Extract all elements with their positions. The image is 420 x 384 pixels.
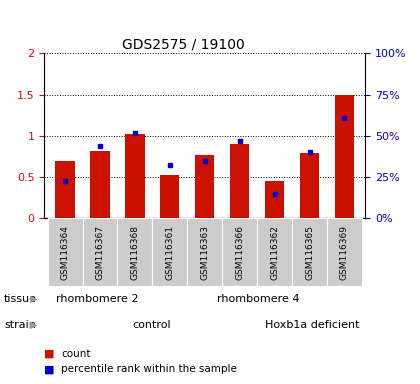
Bar <box>327 218 362 286</box>
Bar <box>160 175 179 218</box>
Text: count: count <box>61 349 90 359</box>
Bar <box>292 218 327 286</box>
Bar <box>55 161 75 218</box>
Text: rhombomere 4: rhombomere 4 <box>217 294 299 304</box>
Text: GSM116362: GSM116362 <box>270 225 279 280</box>
Text: control: control <box>132 320 171 330</box>
Bar <box>335 95 354 218</box>
Bar <box>47 218 82 286</box>
Bar <box>195 155 214 218</box>
Text: tissue: tissue <box>4 294 37 304</box>
Bar <box>222 218 257 286</box>
Text: percentile rank within the sample: percentile rank within the sample <box>61 364 237 374</box>
Text: GSM116366: GSM116366 <box>235 225 244 280</box>
Text: GSM116369: GSM116369 <box>340 225 349 280</box>
Text: ▶: ▶ <box>30 320 38 330</box>
Text: GSM116367: GSM116367 <box>95 225 105 280</box>
Text: GSM116361: GSM116361 <box>165 225 174 280</box>
Text: GSM116368: GSM116368 <box>130 225 139 280</box>
Text: rhombomere 2: rhombomere 2 <box>56 294 139 304</box>
Text: Hoxb1a deficient: Hoxb1a deficient <box>265 320 359 330</box>
Bar <box>90 151 110 218</box>
Bar <box>152 218 187 286</box>
Text: GSM116364: GSM116364 <box>60 225 70 280</box>
Bar <box>300 153 319 218</box>
Text: ■: ■ <box>44 364 55 374</box>
Text: GDS2575 / 19100: GDS2575 / 19100 <box>122 38 245 51</box>
Bar <box>257 218 292 286</box>
Text: GSM116363: GSM116363 <box>200 225 209 280</box>
Text: GSM116365: GSM116365 <box>305 225 314 280</box>
Text: ■: ■ <box>44 349 55 359</box>
Bar <box>118 218 152 286</box>
Bar <box>265 180 284 218</box>
Text: ▶: ▶ <box>30 294 38 304</box>
Text: strain: strain <box>4 320 36 330</box>
Bar <box>125 134 144 218</box>
Bar <box>82 218 118 286</box>
Bar <box>230 144 249 218</box>
Bar <box>187 218 222 286</box>
